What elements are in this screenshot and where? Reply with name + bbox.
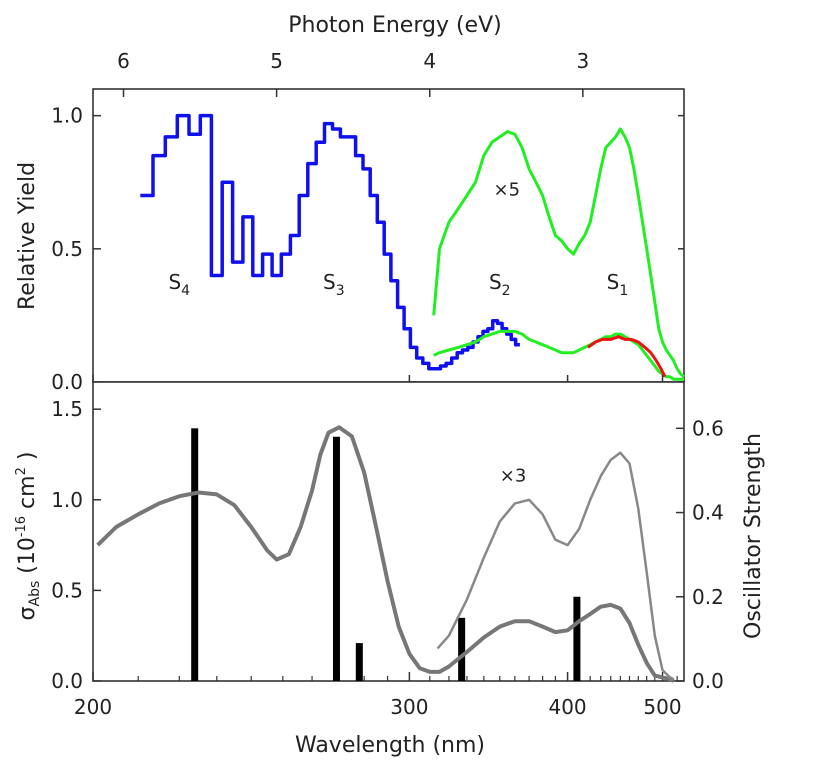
- x-axis-title: Wavelength (nm): [295, 733, 485, 758]
- state-label: S1: [607, 270, 629, 299]
- sigma-subscript: Abs: [27, 581, 43, 607]
- oscillator-strength-bars: [191, 428, 581, 681]
- bottom-panel-series: [96, 425, 675, 683]
- unit-open: (10: [15, 537, 40, 581]
- sigma-tick-label: 0.5: [51, 578, 83, 602]
- wavelength-tick-label: 400: [548, 695, 586, 719]
- bottom-panel-labels: ×3: [500, 466, 527, 487]
- wavelength-tick-label: 300: [390, 695, 428, 719]
- unit-cm: cm: [15, 475, 40, 516]
- energy-tick-label: 3: [576, 49, 589, 73]
- yield-tick-label: 0.0: [51, 370, 83, 394]
- wavelength-tick-label: 500: [643, 695, 681, 719]
- bottom-y-axis-title: σAbs (10-16 cm2 ): [14, 452, 43, 621]
- top-panel-labels: S4 S3 S2 S1 ×5: [168, 180, 628, 299]
- right-y-axis-title: Oscillator Strength: [741, 433, 766, 639]
- unit-close: ): [15, 452, 40, 468]
- state-label: S2: [489, 270, 511, 299]
- scale-factor-label-bottom: ×3: [500, 466, 527, 487]
- absorption-series-0: [96, 425, 675, 683]
- unit-exponent: -16: [14, 516, 29, 537]
- oscillator-bar: [573, 596, 581, 681]
- sigma-symbol: σ: [15, 606, 40, 620]
- top-panel-frame: [92, 88, 685, 383]
- state-label: S4: [168, 270, 190, 299]
- top-y-axis-title: Relative Yield: [15, 162, 40, 310]
- yield-series-1: [432, 127, 685, 378]
- sigma-tick-label: 1.5: [51, 397, 83, 421]
- oscillator-bar: [355, 643, 363, 681]
- yield-tick-label: 0.5: [51, 237, 83, 261]
- osc-tick-label: 0.0: [692, 669, 724, 693]
- yield-series-3: [587, 335, 667, 378]
- oscillator-bar: [191, 428, 199, 681]
- osc-tick-label: 0.2: [692, 585, 724, 609]
- top-axis-title: Photon Energy (eV): [288, 13, 501, 38]
- scale-factor-label: ×5: [494, 180, 521, 201]
- absorption-series-1: [436, 451, 675, 681]
- sigma-tick-label: 1.0: [51, 488, 83, 512]
- energy-tick-label: 5: [270, 49, 283, 73]
- yield-series-0: [140, 113, 520, 371]
- osc-tick-label: 0.6: [692, 416, 724, 440]
- osc-tick-label: 0.4: [692, 501, 724, 525]
- wavelength-tick-label: 200: [74, 695, 112, 719]
- sigma-tick-label: 0.0: [51, 669, 83, 693]
- bottom-panel-ticks: 200 300 400 500 0.0 0.5 1.0 1.5 0.0 0.2 0.4 0.6: [51, 375, 724, 719]
- energy-tick-label: 4: [423, 49, 436, 73]
- bottom-panel-frame: [92, 381, 685, 682]
- energy-tick-label: 6: [117, 49, 130, 73]
- oscillator-bar: [458, 617, 466, 681]
- state-label: S3: [323, 270, 345, 299]
- yield-tick-label: 1.0: [51, 104, 83, 128]
- unit-cm-exponent: 2: [14, 467, 29, 475]
- top-panel-series: [140, 113, 685, 381]
- oscillator-bar: [332, 436, 340, 681]
